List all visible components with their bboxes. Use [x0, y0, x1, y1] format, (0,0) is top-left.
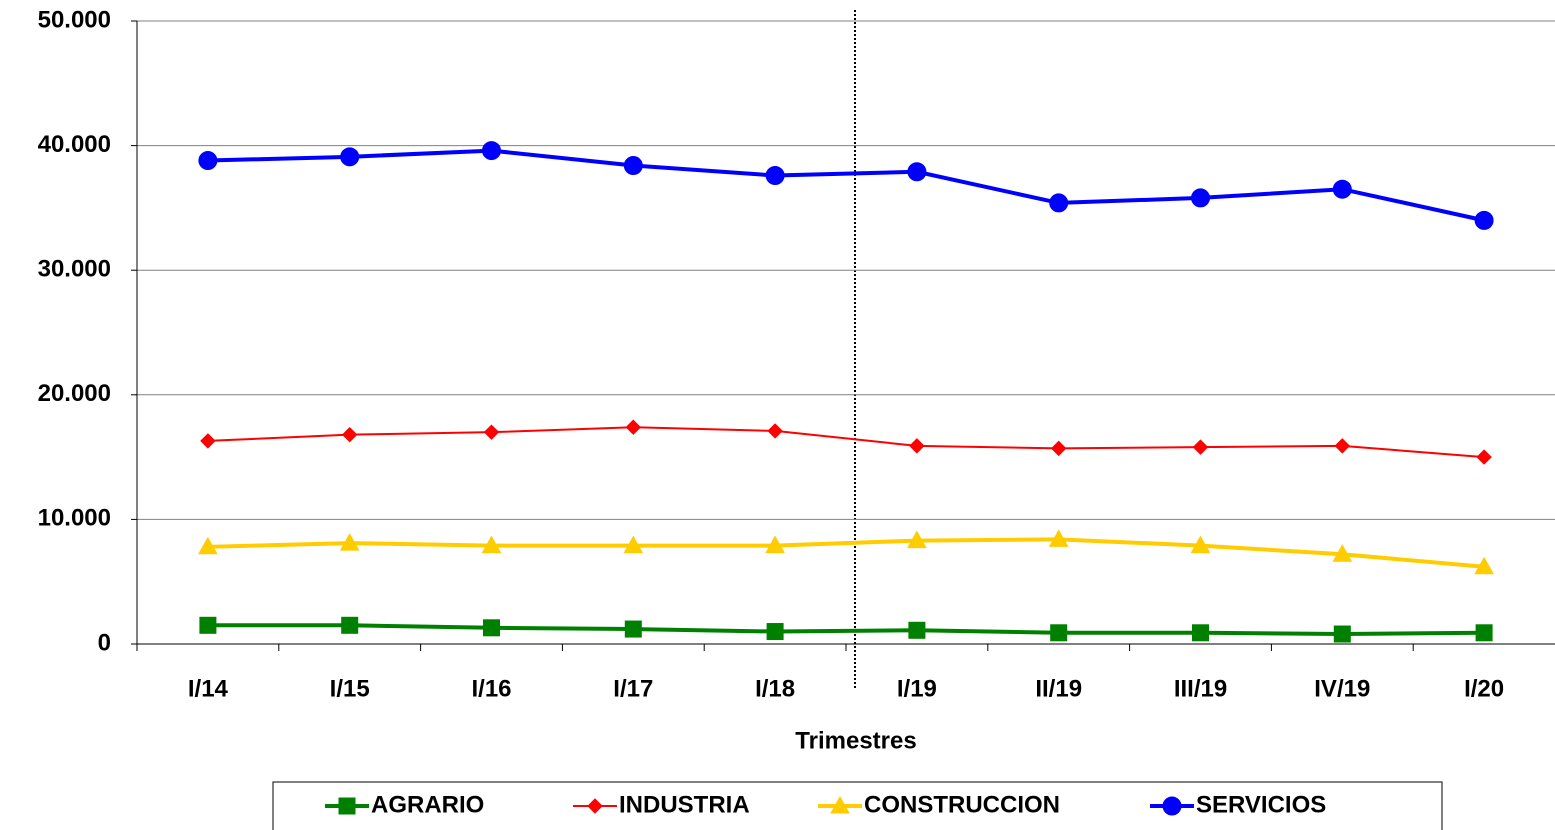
- data-point: [624, 620, 642, 638]
- data-point: [1475, 624, 1493, 642]
- data-point: [907, 162, 927, 182]
- data-point: [623, 535, 644, 554]
- data-point: [765, 166, 785, 186]
- data-point: [200, 433, 216, 449]
- data-point: [766, 623, 784, 641]
- legend-label: INDUSTRIA: [619, 791, 750, 818]
- x-tick-label: I/20: [1464, 675, 1504, 702]
- data-point: [341, 616, 359, 634]
- data-point: [481, 535, 502, 554]
- legend-marker: [587, 798, 603, 814]
- data-point: [1334, 438, 1351, 454]
- data-point: [199, 616, 217, 634]
- y-tick-label: 40.000: [38, 131, 111, 158]
- data-point: [767, 423, 783, 439]
- data-point: [483, 424, 500, 440]
- y-tick-label: 0: [98, 629, 111, 656]
- x-tick-label: II/19: [1035, 675, 1082, 702]
- x-tick-label: IV/19: [1314, 675, 1370, 702]
- series-line: [207, 148, 1485, 223]
- data-point: [198, 151, 218, 171]
- data-point: [1332, 179, 1352, 199]
- data-point: [483, 619, 500, 637]
- data-point: [1191, 188, 1210, 208]
- y-tick-label: 50.000: [38, 6, 111, 33]
- legend-marker: [1162, 796, 1182, 816]
- data-point: [907, 530, 927, 549]
- data-point: [1049, 193, 1069, 213]
- data-point: [341, 426, 358, 443]
- legend-label: SERVICIOS: [1196, 791, 1326, 818]
- data-point: [1050, 440, 1067, 457]
- data-point: [908, 621, 926, 639]
- data-point: [1048, 529, 1069, 547]
- legend-label: AGRARIO: [371, 791, 484, 818]
- data-point: [339, 533, 360, 551]
- data-point: [482, 141, 501, 161]
- data-point: [1474, 210, 1494, 230]
- data-point: [1190, 535, 1211, 554]
- data-point: [198, 536, 218, 555]
- x-tick-label: I/19: [897, 675, 937, 702]
- y-tick-label: 20.000: [38, 380, 111, 407]
- x-tick-label: I/17: [613, 675, 653, 702]
- series-line: [207, 426, 1485, 459]
- series-line: [207, 623, 1485, 637]
- legend-label: CONSTRUCCION: [864, 791, 1060, 818]
- data-point: [765, 535, 785, 554]
- data-point: [340, 147, 360, 167]
- data-point: [1333, 625, 1351, 643]
- data-point: [1192, 624, 1209, 642]
- data-point: [1474, 556, 1494, 575]
- data-point: [1332, 544, 1353, 562]
- y-tick-label: 10.000: [38, 505, 111, 532]
- data-point: [623, 156, 643, 176]
- x-tick-label: I/14: [188, 675, 229, 702]
- data-point: [1476, 449, 1492, 465]
- legend-marker: [830, 795, 850, 814]
- x-tick-label: I/16: [471, 675, 511, 702]
- series-line: [207, 537, 1485, 569]
- legend-marker: [338, 797, 356, 815]
- y-tick-label: 30.000: [38, 256, 111, 283]
- data-point: [1050, 624, 1068, 642]
- x-tick-label: I/18: [755, 675, 795, 702]
- data-point: [909, 438, 925, 454]
- data-point: [625, 419, 642, 435]
- x-tick-label: III/19: [1174, 675, 1227, 702]
- data-point: [1192, 439, 1209, 455]
- x-axis-title: Trimestres: [795, 727, 916, 754]
- x-tick-label: I/15: [330, 675, 370, 702]
